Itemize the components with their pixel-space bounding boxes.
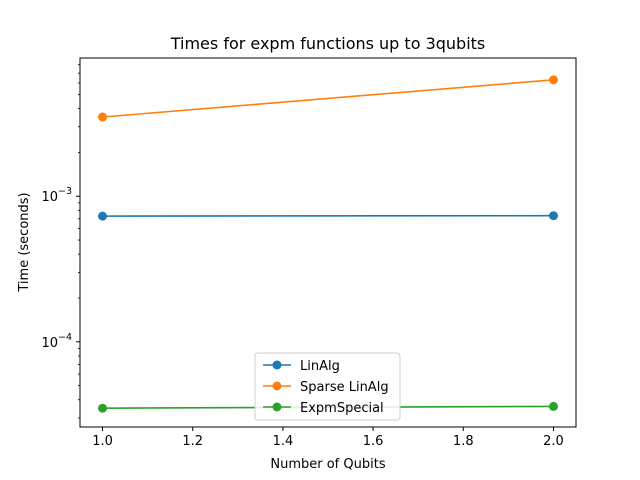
data-point-sparse-linalg xyxy=(548,75,558,85)
legend-marker-sparse-linalg xyxy=(272,381,282,391)
y-tick-label: 10 −4 xyxy=(41,332,72,351)
series-line-sparse-linalg xyxy=(102,79,554,118)
y-tick-label-exponent: −3 xyxy=(58,186,72,197)
y-tick-label-base: 10 xyxy=(41,336,58,351)
x-axis-label: Number of Qubits xyxy=(270,457,385,472)
x-axis: 1.0 1.2 1.4 1.6 1.8 2.0 xyxy=(92,427,564,449)
x-tick-label: 1.2 xyxy=(182,434,203,449)
legend-label-sparse-linalg: Sparse LinAlg xyxy=(300,380,389,395)
legend-label-linalg: LinAlg xyxy=(300,359,340,374)
chart-title: Times for expm functions up to 3qubits xyxy=(170,34,486,53)
x-tick-label: 2.0 xyxy=(543,434,564,449)
data-point-linalg xyxy=(548,211,558,221)
data-point-sparse-linalg xyxy=(98,112,108,122)
x-tick-label: 1.6 xyxy=(363,434,384,449)
data-point-expmspecial xyxy=(548,401,558,411)
data-point-expmspecial xyxy=(98,403,108,413)
legend-box xyxy=(254,352,401,421)
legend-label-expmspecial: ExpmSpecial xyxy=(300,401,384,416)
y-axis: 10−410−3 xyxy=(41,64,80,419)
x-tick-label: 1.4 xyxy=(273,434,294,449)
y-tick-label-base: 10 xyxy=(41,190,58,205)
axes-frame xyxy=(79,57,577,428)
legend-marker-linalg xyxy=(272,360,282,370)
y-tick-label-exponent: −4 xyxy=(58,332,72,343)
data-point-linalg xyxy=(98,211,108,221)
legend: LinAlg Sparse LinAlg ExpmSpecial xyxy=(254,352,401,421)
y-axis-label: Time (seconds) xyxy=(17,192,32,292)
x-tick-label: 1.8 xyxy=(453,434,474,449)
legend-marker-expmspecial xyxy=(272,402,282,412)
x-tick-label: 1.0 xyxy=(92,434,113,449)
y-tick-label: 10 −3 xyxy=(41,186,72,205)
